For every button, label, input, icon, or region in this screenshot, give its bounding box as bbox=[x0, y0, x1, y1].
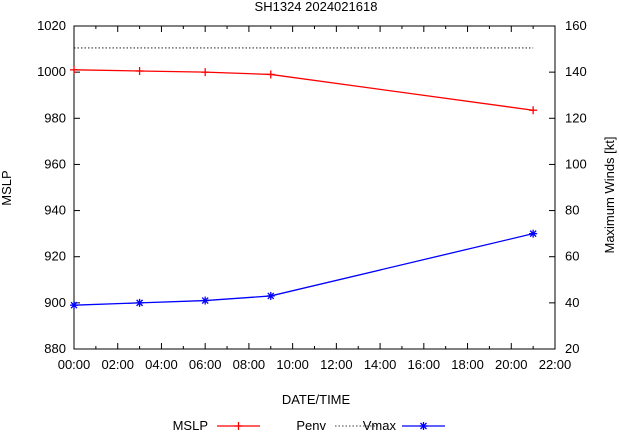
y2-tick-label: 20 bbox=[565, 341, 579, 356]
y-tick-label: 960 bbox=[44, 156, 66, 171]
vmax-point bbox=[201, 296, 210, 305]
x-tick-label: 06:00 bbox=[189, 357, 222, 372]
x-tick-label: 10:00 bbox=[276, 357, 309, 372]
legend-label-vmax: Vmax bbox=[363, 418, 397, 432]
x-tick-label: 16:00 bbox=[408, 357, 441, 372]
y-tick-label: 900 bbox=[44, 295, 66, 310]
y2-tick-label: 40 bbox=[565, 295, 579, 310]
x-tick-label: 14:00 bbox=[364, 357, 397, 372]
marker-d2 bbox=[267, 292, 275, 300]
y2-tick-label: 60 bbox=[565, 249, 579, 264]
plot-frame bbox=[73, 25, 556, 350]
y2-tick-label: 80 bbox=[565, 203, 579, 218]
legend-marker-mslp bbox=[234, 422, 243, 430]
vmax-line bbox=[73, 233, 534, 306]
x-tick-label: 22:00 bbox=[539, 357, 572, 372]
mslp-point bbox=[529, 106, 538, 115]
y2-tick-label: 140 bbox=[565, 64, 587, 79]
y2-tick-label: 160 bbox=[565, 18, 587, 33]
x-tick-label: 20:00 bbox=[495, 357, 528, 372]
y-tick-label: 920 bbox=[44, 249, 66, 264]
data-layer bbox=[70, 47, 538, 310]
y-axis-label: MSLP bbox=[0, 170, 14, 205]
y-tick-label: 980 bbox=[44, 110, 66, 125]
axes-layer: 880 900 920 940 960 980 1000 1020 20 40 60 80 100 120… bbox=[37, 18, 587, 372]
x-tick-label: 02:00 bbox=[101, 357, 134, 372]
y2-tick-label: 120 bbox=[565, 110, 587, 125]
marker-d2 bbox=[529, 230, 537, 238]
x-tick-label: 18:00 bbox=[451, 357, 484, 372]
marker-d2 bbox=[420, 422, 427, 430]
mslp-point bbox=[201, 68, 210, 77]
vmax-point bbox=[266, 291, 275, 300]
legend: MSLP Penv Vmax bbox=[173, 418, 445, 432]
marker-d2 bbox=[70, 301, 78, 309]
x-axis-label: DATE/TIME bbox=[282, 392, 351, 407]
vmax-point bbox=[135, 298, 144, 307]
y-tick-label: 940 bbox=[44, 203, 66, 218]
chart-title: SH1324 2024021618 bbox=[255, 0, 378, 14]
y2-tick-label: 100 bbox=[565, 156, 587, 171]
mslp-point bbox=[266, 70, 275, 79]
x-tick-label: 00:00 bbox=[58, 357, 91, 372]
marker-d2 bbox=[136, 299, 144, 307]
x-tick-label: 12:00 bbox=[320, 357, 353, 372]
mslp-line bbox=[73, 69, 534, 111]
vmax-point bbox=[70, 301, 78, 310]
y-tick-label: 1000 bbox=[37, 64, 66, 79]
x-tick-label: 08:00 bbox=[233, 357, 266, 372]
y2-axis-label: Maximum Winds [kt] bbox=[602, 136, 617, 253]
y-tick-label: 880 bbox=[44, 341, 66, 356]
marker-d2 bbox=[201, 297, 209, 305]
mslp-point bbox=[70, 65, 78, 74]
legend-label-mslp: MSLP bbox=[173, 418, 208, 432]
legend-marker-vmax bbox=[419, 422, 428, 430]
y-tick-label: 1020 bbox=[37, 18, 66, 33]
vmax-point bbox=[529, 229, 538, 238]
legend-label-penv: Penv bbox=[296, 418, 326, 432]
mslp-point bbox=[135, 66, 144, 75]
x-tick-label: 04:00 bbox=[145, 357, 178, 372]
